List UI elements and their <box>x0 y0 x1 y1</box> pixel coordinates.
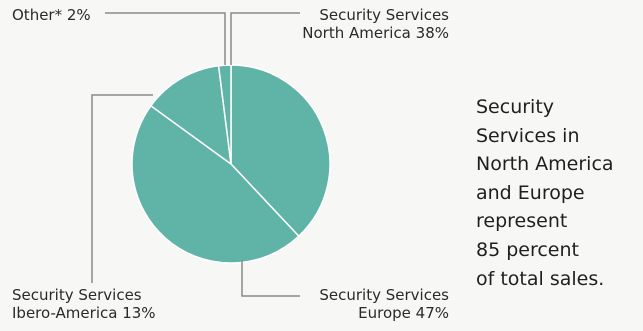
slice-label: Other* 2% <box>12 6 91 24</box>
leader-line <box>230 12 300 65</box>
slice-label-line: North America 38% <box>302 24 449 42</box>
leader-line <box>105 12 226 65</box>
leader-line <box>91 94 153 283</box>
pie-slice <box>150 65 232 165</box>
summary-note-line: and Europe <box>476 181 585 204</box>
slice-label-line: Europe 47% <box>358 304 449 322</box>
slice-label-line: Other* 2% <box>12 6 91 24</box>
summary-note-line: Services in <box>476 124 580 147</box>
slice-label: Security Services North America 38% <box>302 6 449 42</box>
summary-note: Security Services in North America and E… <box>476 93 642 293</box>
leader-line <box>241 260 300 297</box>
pie-slice <box>230 64 331 237</box>
summary-note-line: Security <box>476 96 555 118</box>
slice-label-line: Security Services <box>319 286 449 304</box>
summary-note-line: of total sales. <box>476 267 605 290</box>
slice-label-line: Security Services <box>319 6 449 24</box>
slice-label-line: Security Services <box>12 286 142 304</box>
pie-slice <box>131 105 300 264</box>
slice-label: Security Services Europe 47% <box>319 286 449 322</box>
summary-note-line: 85 percent <box>476 238 579 261</box>
slice-label-line: Ibero-America 13% <box>12 304 156 322</box>
summary-note-line: North America <box>476 153 614 176</box>
slice-label: Security Services Ibero-America 13% <box>12 286 156 322</box>
summary-note-line: represent <box>476 210 568 233</box>
